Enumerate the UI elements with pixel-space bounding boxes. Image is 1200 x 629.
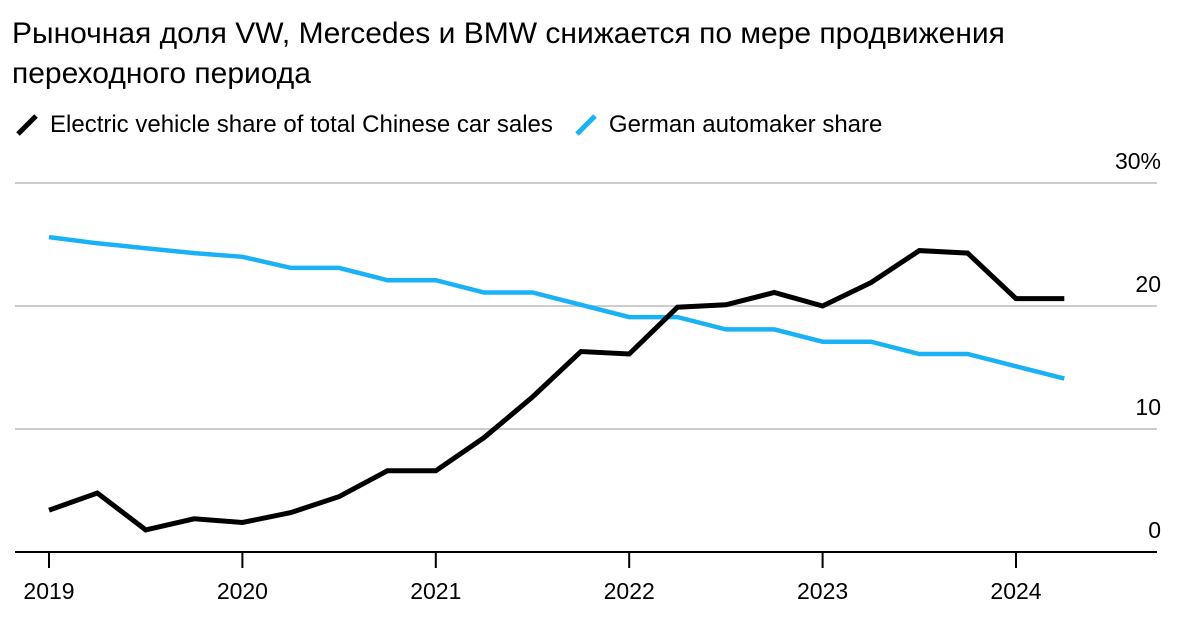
chart-title: Рыночная доля VW, Mercedes и BMW снижает… [12, 17, 1005, 90]
y-tick-label-10: 10 [1135, 394, 1161, 420]
x-tick-label-2022: 2022 [604, 578, 655, 604]
x-tick-label-2023: 2023 [797, 578, 848, 604]
legend-item-german: German automaker share [573, 111, 882, 139]
x-tick-label-2024: 2024 [990, 578, 1041, 604]
legend-label-german: German automaker share [608, 111, 883, 138]
y-tick-label-30: 30% [1115, 148, 1161, 174]
x-tick-label-2020: 2020 [217, 578, 268, 604]
y-tick-label-0: 0 [1148, 517, 1161, 543]
x-tick-label-2019: 2019 [23, 578, 74, 604]
legend-label-ev: Electric vehicle share of total Chinese … [50, 111, 553, 138]
series-line-ev-share [48, 248, 1065, 533]
legend-item-ev: Electric vehicle share of total Chinese … [14, 111, 553, 139]
legend-swatch-german [575, 114, 597, 136]
legend: Electric vehicle share of total Chinese … [14, 108, 902, 142]
x-tick-label-2021: 2021 [410, 578, 461, 604]
legend-swatch-ev [16, 114, 38, 136]
y-tick-label-20: 20 [1135, 271, 1161, 297]
series-line-german-share [48, 234, 1065, 381]
